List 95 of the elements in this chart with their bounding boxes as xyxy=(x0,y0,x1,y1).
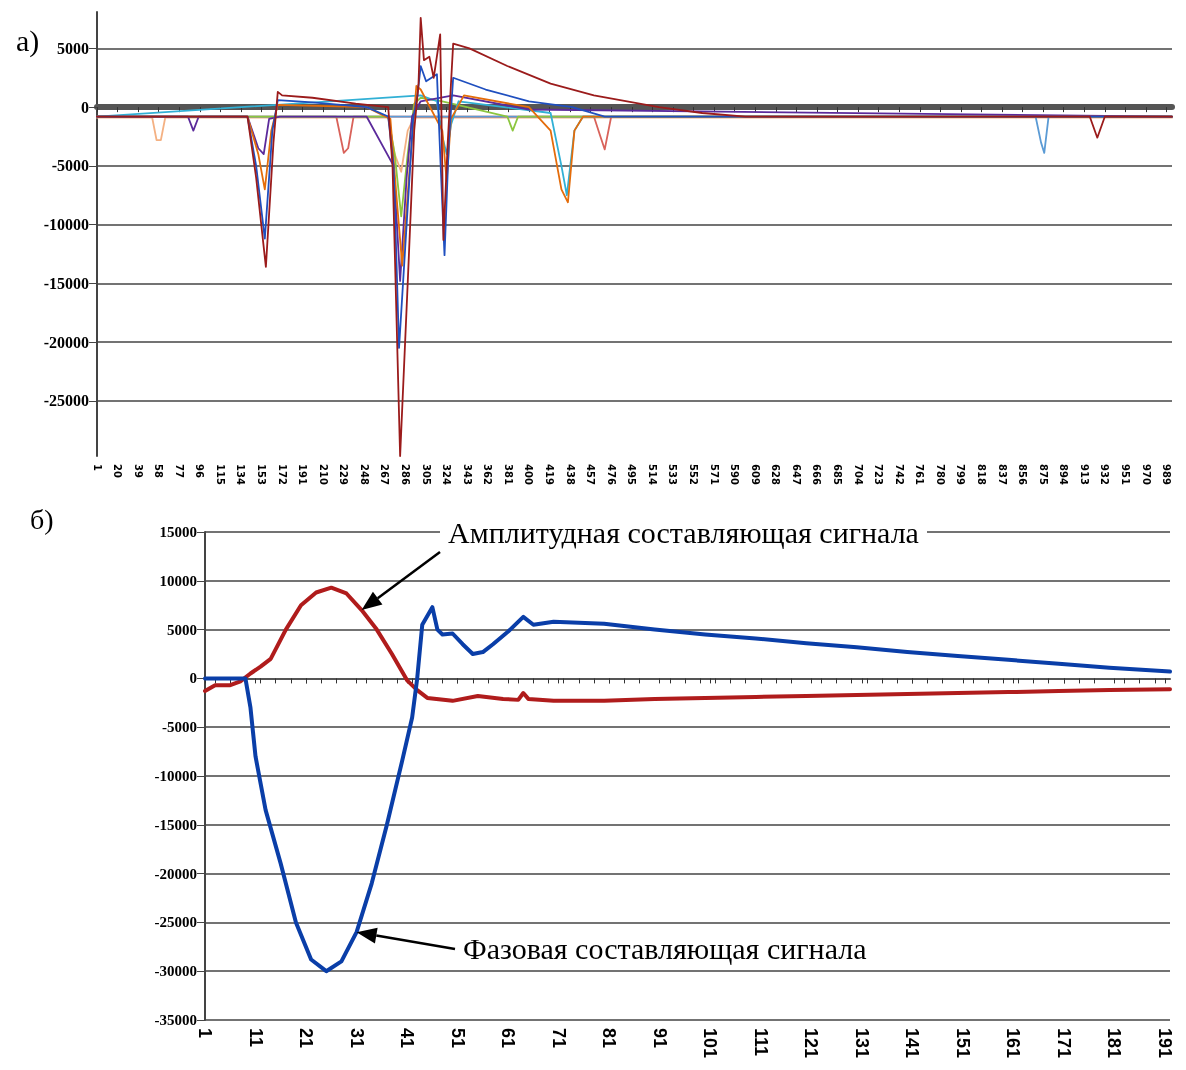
y-tick-label: -25000 xyxy=(154,914,197,931)
x-tick-label: 305 xyxy=(420,464,432,485)
x-tick-label: 761 xyxy=(914,464,926,485)
x-tick-label: 131 xyxy=(851,1028,872,1059)
x-tick-label: 362 xyxy=(482,464,494,485)
x-tick-label: 58 xyxy=(153,464,165,478)
x-tick-label: 21 xyxy=(296,1028,317,1049)
y-tick-label: -15000 xyxy=(43,274,89,292)
x-tick-label: 381 xyxy=(502,464,514,485)
y-tick-label: 10000 xyxy=(159,572,197,589)
x-tick-label: 571 xyxy=(708,464,720,485)
x-tick-label: 61 xyxy=(498,1028,519,1049)
x-tick-label: 590 xyxy=(729,464,741,485)
text: б) xyxy=(22,502,62,538)
text: а) xyxy=(8,22,48,60)
x-tick-label: 91 xyxy=(649,1028,670,1049)
x-tick-label: 1 xyxy=(91,464,103,471)
x-tick-label: 552 xyxy=(688,464,699,485)
y-tick-label: -30000 xyxy=(154,963,197,980)
x-tick-label: 837 xyxy=(996,464,1008,485)
x-tick-label: 970 xyxy=(1140,464,1152,485)
x-tick-label: 856 xyxy=(1017,464,1029,485)
y-tick-label: -15000 xyxy=(154,816,197,833)
x-tick-label: 780 xyxy=(934,464,946,485)
x-tick-label: 1 xyxy=(195,1028,215,1039)
x-tick-label: 141 xyxy=(902,1028,923,1059)
y-tick-label: 0 xyxy=(81,98,89,116)
x-tick-label: 894 xyxy=(1058,464,1070,485)
y-tick-label: 0 xyxy=(189,670,197,687)
x-tick-label: 647 xyxy=(790,464,802,485)
x-tick-label: 742 xyxy=(893,464,905,485)
x-tick-label: 267 xyxy=(379,464,391,485)
x-tick-label: 286 xyxy=(400,464,412,485)
y-tick-label: 5000 xyxy=(167,621,197,638)
x-tick-label: 41 xyxy=(397,1028,418,1049)
y-tick-label: -5000 xyxy=(51,157,89,175)
x-tick-label: 951 xyxy=(1119,464,1131,485)
x-tick-label: 81 xyxy=(599,1028,620,1049)
x-tick-label: 932 xyxy=(1099,464,1111,485)
y-tick-label: -25000 xyxy=(43,392,89,410)
annotation: Амплитудная составляющая сигнала xyxy=(440,514,927,552)
x-tick-label: 495 xyxy=(626,464,638,485)
y-tick-label: -10000 xyxy=(43,216,89,234)
x-tick-label: 171 xyxy=(1053,1028,1074,1059)
x-tick-label: 609 xyxy=(749,464,761,485)
y-tick-label: -5000 xyxy=(162,719,197,736)
annotation: Фазовая составляющая сигнала xyxy=(455,930,875,968)
x-tick-label: 989 xyxy=(1161,464,1173,485)
x-tick-label: 419 xyxy=(544,464,556,485)
x-tick-label: 685 xyxy=(831,464,843,485)
x-tick-label: 799 xyxy=(955,464,967,485)
x-tick-label: 818 xyxy=(975,464,987,485)
x-tick-label: 172 xyxy=(276,464,288,485)
x-tick-label: 181 xyxy=(1104,1028,1125,1059)
x-tick-label: 77 xyxy=(173,464,185,478)
x-tick-label: 134 xyxy=(235,464,247,485)
x-tick-label: 11 xyxy=(245,1028,266,1048)
y-tick-label: -20000 xyxy=(154,865,197,882)
x-tick-label: 704 xyxy=(852,464,864,485)
x-tick-label: 71 xyxy=(548,1028,569,1049)
x-tick-label: 101 xyxy=(700,1028,721,1059)
x-tick-label: 248 xyxy=(358,464,370,485)
y-tick-label: -20000 xyxy=(43,333,89,351)
x-tick-label: 39 xyxy=(132,464,144,478)
x-tick-label: 115 xyxy=(214,464,226,485)
y-tick-label: -10000 xyxy=(154,768,197,784)
x-tick-label: 514 xyxy=(646,464,658,485)
x-tick-label: 913 xyxy=(1078,464,1090,485)
x-tick-label: 96 xyxy=(194,464,206,478)
x-tick-label: 161 xyxy=(1003,1028,1024,1059)
y-tick-label: 15000 xyxy=(159,524,197,540)
x-tick-label: 457 xyxy=(585,464,597,485)
x-tick-label: 343 xyxy=(461,464,473,485)
x-tick-label: 324 xyxy=(441,464,453,485)
y-tick-label: 5000 xyxy=(57,39,89,57)
x-tick-label: 51 xyxy=(447,1028,468,1049)
x-tick-label: 191 xyxy=(297,464,309,485)
x-tick-label: 121 xyxy=(801,1028,822,1059)
x-tick-label: 400 xyxy=(523,464,535,485)
x-tick-label: 476 xyxy=(605,464,617,485)
x-tick-label: 153 xyxy=(256,464,268,485)
x-tick-label: 875 xyxy=(1037,464,1049,485)
x-tick-label: 20 xyxy=(112,464,124,478)
x-tick-label: 151 xyxy=(952,1028,973,1059)
x-tick-label: 229 xyxy=(338,464,350,485)
x-tick-label: 438 xyxy=(564,464,576,485)
x-tick-label: 191 xyxy=(1154,1028,1175,1059)
x-tick-label: 31 xyxy=(346,1028,367,1049)
y-tick-label: -35000 xyxy=(154,1012,197,1028)
x-tick-label: 628 xyxy=(770,464,782,485)
x-tick-label: 210 xyxy=(317,464,329,485)
x-tick-label: 111 xyxy=(750,1028,771,1057)
x-tick-label: 533 xyxy=(667,464,679,485)
x-tick-label: 723 xyxy=(873,464,885,485)
x-tick-label: 666 xyxy=(811,464,823,485)
